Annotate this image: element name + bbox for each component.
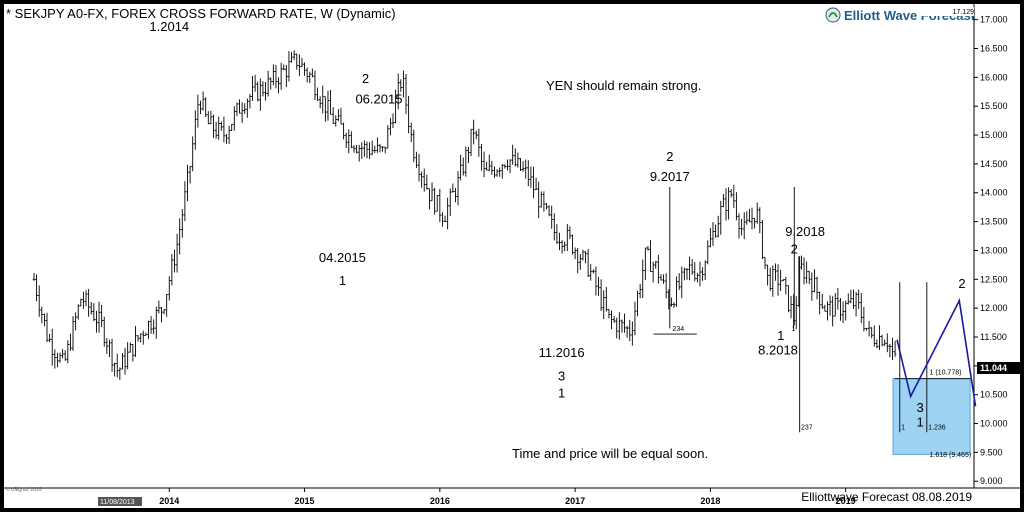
target-zone-box bbox=[892, 378, 971, 455]
fib-label-bottom: 1.618 (9.465) bbox=[930, 452, 972, 459]
wave-label: 8.2018 bbox=[758, 342, 798, 357]
wave-label: 2 bbox=[666, 149, 673, 164]
fib-overlays: 234 1 237 1 (10.778) 1 1.236 1.618 (9.465) bbox=[653, 186, 972, 459]
y-tick-label: 15.000 bbox=[980, 130, 1008, 140]
brand-logo-icon bbox=[825, 7, 841, 23]
footer-credit: Elliottwave Forecast 08.08.2019 bbox=[801, 490, 972, 504]
y-tick-label: 16.000 bbox=[980, 72, 1008, 82]
y-tick-label: 16.500 bbox=[980, 44, 1008, 54]
wave-annotations: 1.2014206.201504.2015111.20163129.20179.… bbox=[149, 19, 965, 429]
x-tick-label: 2017 bbox=[565, 496, 585, 506]
chart-canvas: * SEKJPY A0-FX, FOREX CROSS FORWARD RATE… bbox=[4, 4, 1020, 506]
y-tick-label: 13.000 bbox=[980, 245, 1008, 255]
wave-label: 1 bbox=[777, 328, 784, 343]
y-tick-label: 10.500 bbox=[980, 390, 1008, 400]
note-bottom: Time and price will be equal soon. bbox=[512, 446, 708, 461]
wave-label: 2 bbox=[791, 241, 798, 256]
y-axis-ticks: 17.000 16.500 16.000 15.500 15.000 14.500 14.0… bbox=[974, 15, 1008, 486]
fib-label-1: 1 bbox=[901, 424, 905, 431]
y-tick-label: 17.000 bbox=[980, 15, 1008, 25]
x-tick-label: 2015 bbox=[295, 496, 315, 506]
y-tick-label: 9.000 bbox=[980, 476, 1003, 486]
brand-logo-wave-icon bbox=[828, 12, 838, 18]
y-tick-label: 12.500 bbox=[980, 274, 1008, 284]
wave-label: 9.2018 bbox=[785, 224, 825, 239]
y-tick-label: 12.000 bbox=[980, 303, 1008, 313]
wave-label: 1 bbox=[916, 414, 923, 429]
fib-label-top: 1 (10.778) bbox=[930, 369, 962, 376]
x-axis-ticks: 2014 2015 2016 2017 2018 2019 bbox=[159, 488, 856, 506]
y-tick-label: 14.500 bbox=[980, 159, 1008, 169]
wave-label: 06.2015 bbox=[355, 91, 402, 106]
copyright: © eSignal, 2019 bbox=[6, 486, 42, 493]
y-tick-label: 11.500 bbox=[980, 332, 1007, 342]
wave-label: 04.2015 bbox=[319, 250, 366, 265]
y-tick-label: 14.000 bbox=[980, 188, 1008, 198]
x-tick-label: 2016 bbox=[430, 496, 450, 506]
note-top: YEN should remain strong. bbox=[546, 78, 701, 93]
fib-label-1236: 1.236 bbox=[928, 424, 946, 431]
wave-label: 1 bbox=[339, 273, 346, 288]
fib-label-1-2018: 1 bbox=[792, 326, 796, 333]
projection-path bbox=[896, 298, 977, 407]
chart-frame: * SEKJPY A0-FX, FOREX CROSS FORWARD RATE… bbox=[4, 4, 1020, 508]
date-badge: 11/08/2013 bbox=[100, 499, 135, 506]
x-tick-label: 2019 bbox=[836, 496, 856, 506]
last-price: 11.044 bbox=[980, 363, 1007, 373]
y-tick-label: 13.500 bbox=[980, 217, 1008, 227]
x-tick-label: 2014 bbox=[159, 496, 179, 506]
wave-label: 2 bbox=[958, 276, 965, 291]
wave-label: 9.2017 bbox=[650, 169, 690, 184]
last-price-marker bbox=[977, 362, 1020, 374]
wave-label: 1 bbox=[558, 386, 565, 401]
price-bars bbox=[32, 50, 897, 380]
chart-title: * SEKJPY A0-FX, FOREX CROSS FORWARD RATE… bbox=[6, 6, 396, 21]
y-tick-label: 15.500 bbox=[980, 101, 1008, 111]
y-tick-label: 9.500 bbox=[980, 447, 1003, 457]
date-badge-box bbox=[98, 497, 142, 506]
wave-label: 3 bbox=[916, 400, 923, 415]
top-price-box bbox=[920, 7, 974, 16]
y-tick-label: 10.000 bbox=[980, 419, 1008, 429]
fib-label-234: 234 bbox=[673, 326, 685, 333]
x-tick-label: 2018 bbox=[700, 496, 720, 506]
fib-label-237: 237 bbox=[801, 424, 813, 431]
wave-label: 1.2014 bbox=[149, 19, 189, 34]
top-price: 17.129 bbox=[953, 9, 975, 16]
wave-label: 11.2016 bbox=[539, 345, 585, 360]
wave-label: 2 bbox=[362, 71, 369, 86]
wave-label: 3 bbox=[558, 368, 565, 383]
